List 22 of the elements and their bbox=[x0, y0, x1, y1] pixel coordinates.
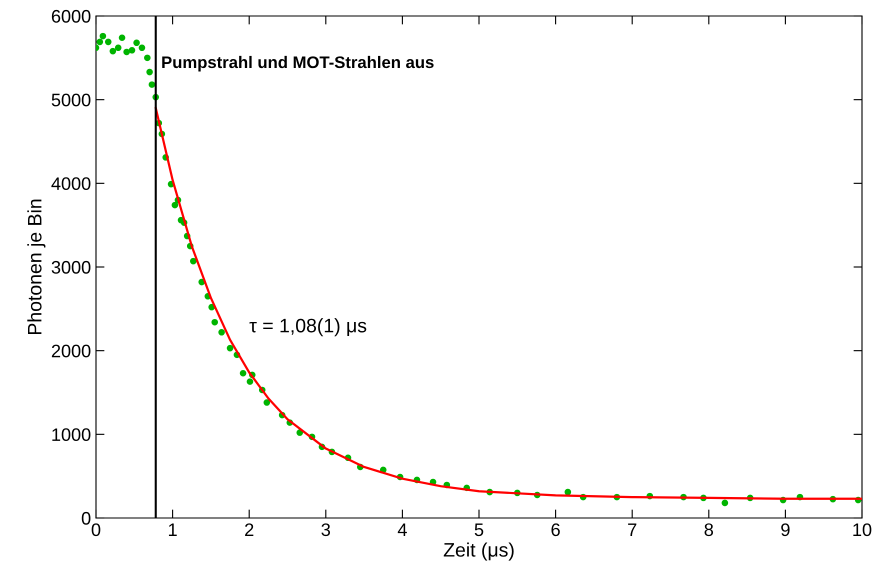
x-tick-label: 2 bbox=[245, 523, 254, 536]
y-axis-title: Photonen je Bin bbox=[27, 200, 46, 334]
x-tick-label: 5 bbox=[474, 524, 484, 536]
annotation: Pumpstrahl und MOT-Strahlen aus bbox=[162, 56, 434, 72]
x-tick-label: 1 bbox=[168, 524, 177, 536]
x-tick-label: 4 bbox=[398, 524, 407, 536]
y-tick-label: 0 bbox=[82, 512, 90, 525]
y-tick-label: 5000 bbox=[52, 94, 90, 106]
annotation: τ = 1,08(1) μs bbox=[249, 318, 366, 336]
x-tick-label: 0 bbox=[92, 523, 100, 536]
x-tick-label: 6 bbox=[551, 523, 560, 536]
y-tick-label: 4000 bbox=[51, 177, 90, 190]
x-tick-label: 10 bbox=[853, 523, 872, 536]
x-tick-label: 9 bbox=[781, 523, 790, 536]
y-tick-label: 6000 bbox=[52, 10, 90, 23]
x-tick-label: 8 bbox=[704, 523, 714, 536]
x-axis-title: Zeit (μs) bbox=[444, 542, 514, 561]
y-tick-label: 2000 bbox=[52, 344, 90, 358]
y-tick-label: 3000 bbox=[52, 260, 90, 274]
x-tick-label: 3 bbox=[321, 523, 330, 536]
x-tick-label: 7 bbox=[628, 524, 636, 536]
y-tick-label: 1000 bbox=[52, 428, 90, 442]
